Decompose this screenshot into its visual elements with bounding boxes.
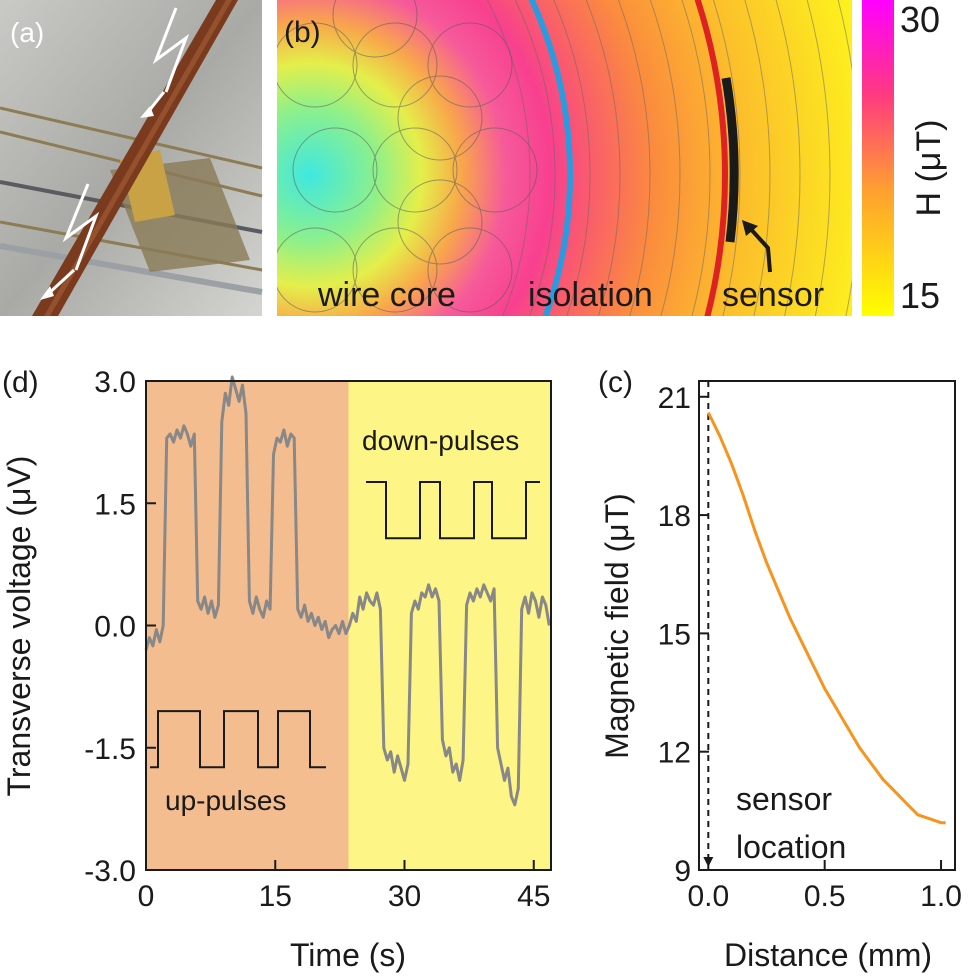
pulse-train-up (150, 710, 326, 769)
annotation-up-pulses: up-pulses (165, 785, 286, 816)
x-tick-label-c: 0.0 (687, 880, 729, 913)
chart-c: 0.0 0.5 1.0 21 18 15 12 9 (c) Distance (mm) Mag… (598, 366, 962, 973)
region-label-wire-core: wire core (317, 276, 456, 314)
ticks-c: 0.0 0.5 1.0 21 18 15 12 9 (658, 382, 962, 913)
panel-b-field-map: (b) wire core isolation sensor (277, 0, 852, 316)
pulse-train-down (366, 481, 540, 540)
series-transverse-voltage (144, 375, 551, 807)
sensor-boundary (694, 0, 728, 316)
x-tick-label-c: 0.5 (804, 880, 846, 913)
y-tick-label-c: 21 (658, 382, 691, 415)
x-axis-label-d: Time (s) (290, 937, 406, 973)
sensor-arrow-icon (746, 224, 772, 273)
panel-label-a: (a) (10, 17, 44, 48)
y-tick-label-c: 15 (658, 618, 691, 651)
x-axis-label-c: Distance (mm) (724, 937, 932, 973)
x-tick-label-d: 15 (259, 880, 292, 913)
panel-label-c: (c) (598, 366, 633, 399)
annotation-sensor: sensor (736, 781, 832, 817)
chart-d: 0 15 30 45 3.0 1.5 0.0 -1.5 -3.0 (d) Time (s) Tr… (1, 366, 552, 973)
colorbar-max: 30 (900, 0, 940, 40)
annotation-location: location (736, 829, 846, 865)
x-tick-label-d: 0 (138, 880, 155, 913)
panel-label-b: (b) (284, 16, 321, 49)
colorbar-min: 15 (900, 275, 940, 316)
region-label-sensor: sensor (722, 276, 824, 314)
y-tick-label-c: 9 (674, 855, 691, 888)
y-tick-label-d: -3.0 (84, 855, 136, 888)
x-tick-label-c: 1.0 (920, 880, 962, 913)
isolation-boundary (528, 0, 573, 316)
plot-frame-c (698, 380, 956, 871)
x-tick-label-d: 30 (388, 880, 421, 913)
wire-strands (277, 0, 538, 313)
field-contours (486, 0, 852, 316)
colorbar: 30 15 H (μT) (862, 0, 948, 316)
y-tick-label-d: 0.0 (94, 611, 136, 644)
region-label-isolation: isolation (528, 276, 653, 314)
y-tick-label-c: 12 (658, 737, 691, 770)
panel-a-photo: (a) (0, 0, 263, 316)
panel-label-d: (d) (2, 366, 39, 399)
series-magnetic-field (706, 411, 946, 825)
annotation-down-pulses: down-pulses (362, 425, 519, 456)
y-tick-label-d: 1.5 (94, 488, 136, 521)
x-tick-label-d: 45 (517, 880, 550, 913)
colorbar-label: H (μT) (910, 119, 948, 216)
y-tick-label-d: 3.0 (94, 366, 136, 399)
y-axis-label-d: Transverse voltage (μV) (1, 456, 37, 797)
sensor-strip (721, 77, 739, 243)
y-tick-label-c: 18 (658, 500, 691, 533)
y-tick-label-d: -1.5 (84, 733, 136, 766)
y-axis-label-c: Magnetic field (μT) (599, 493, 635, 759)
ticks-d: 0 15 30 45 3.0 1.5 0.0 -1.5 -3.0 (84, 366, 550, 913)
